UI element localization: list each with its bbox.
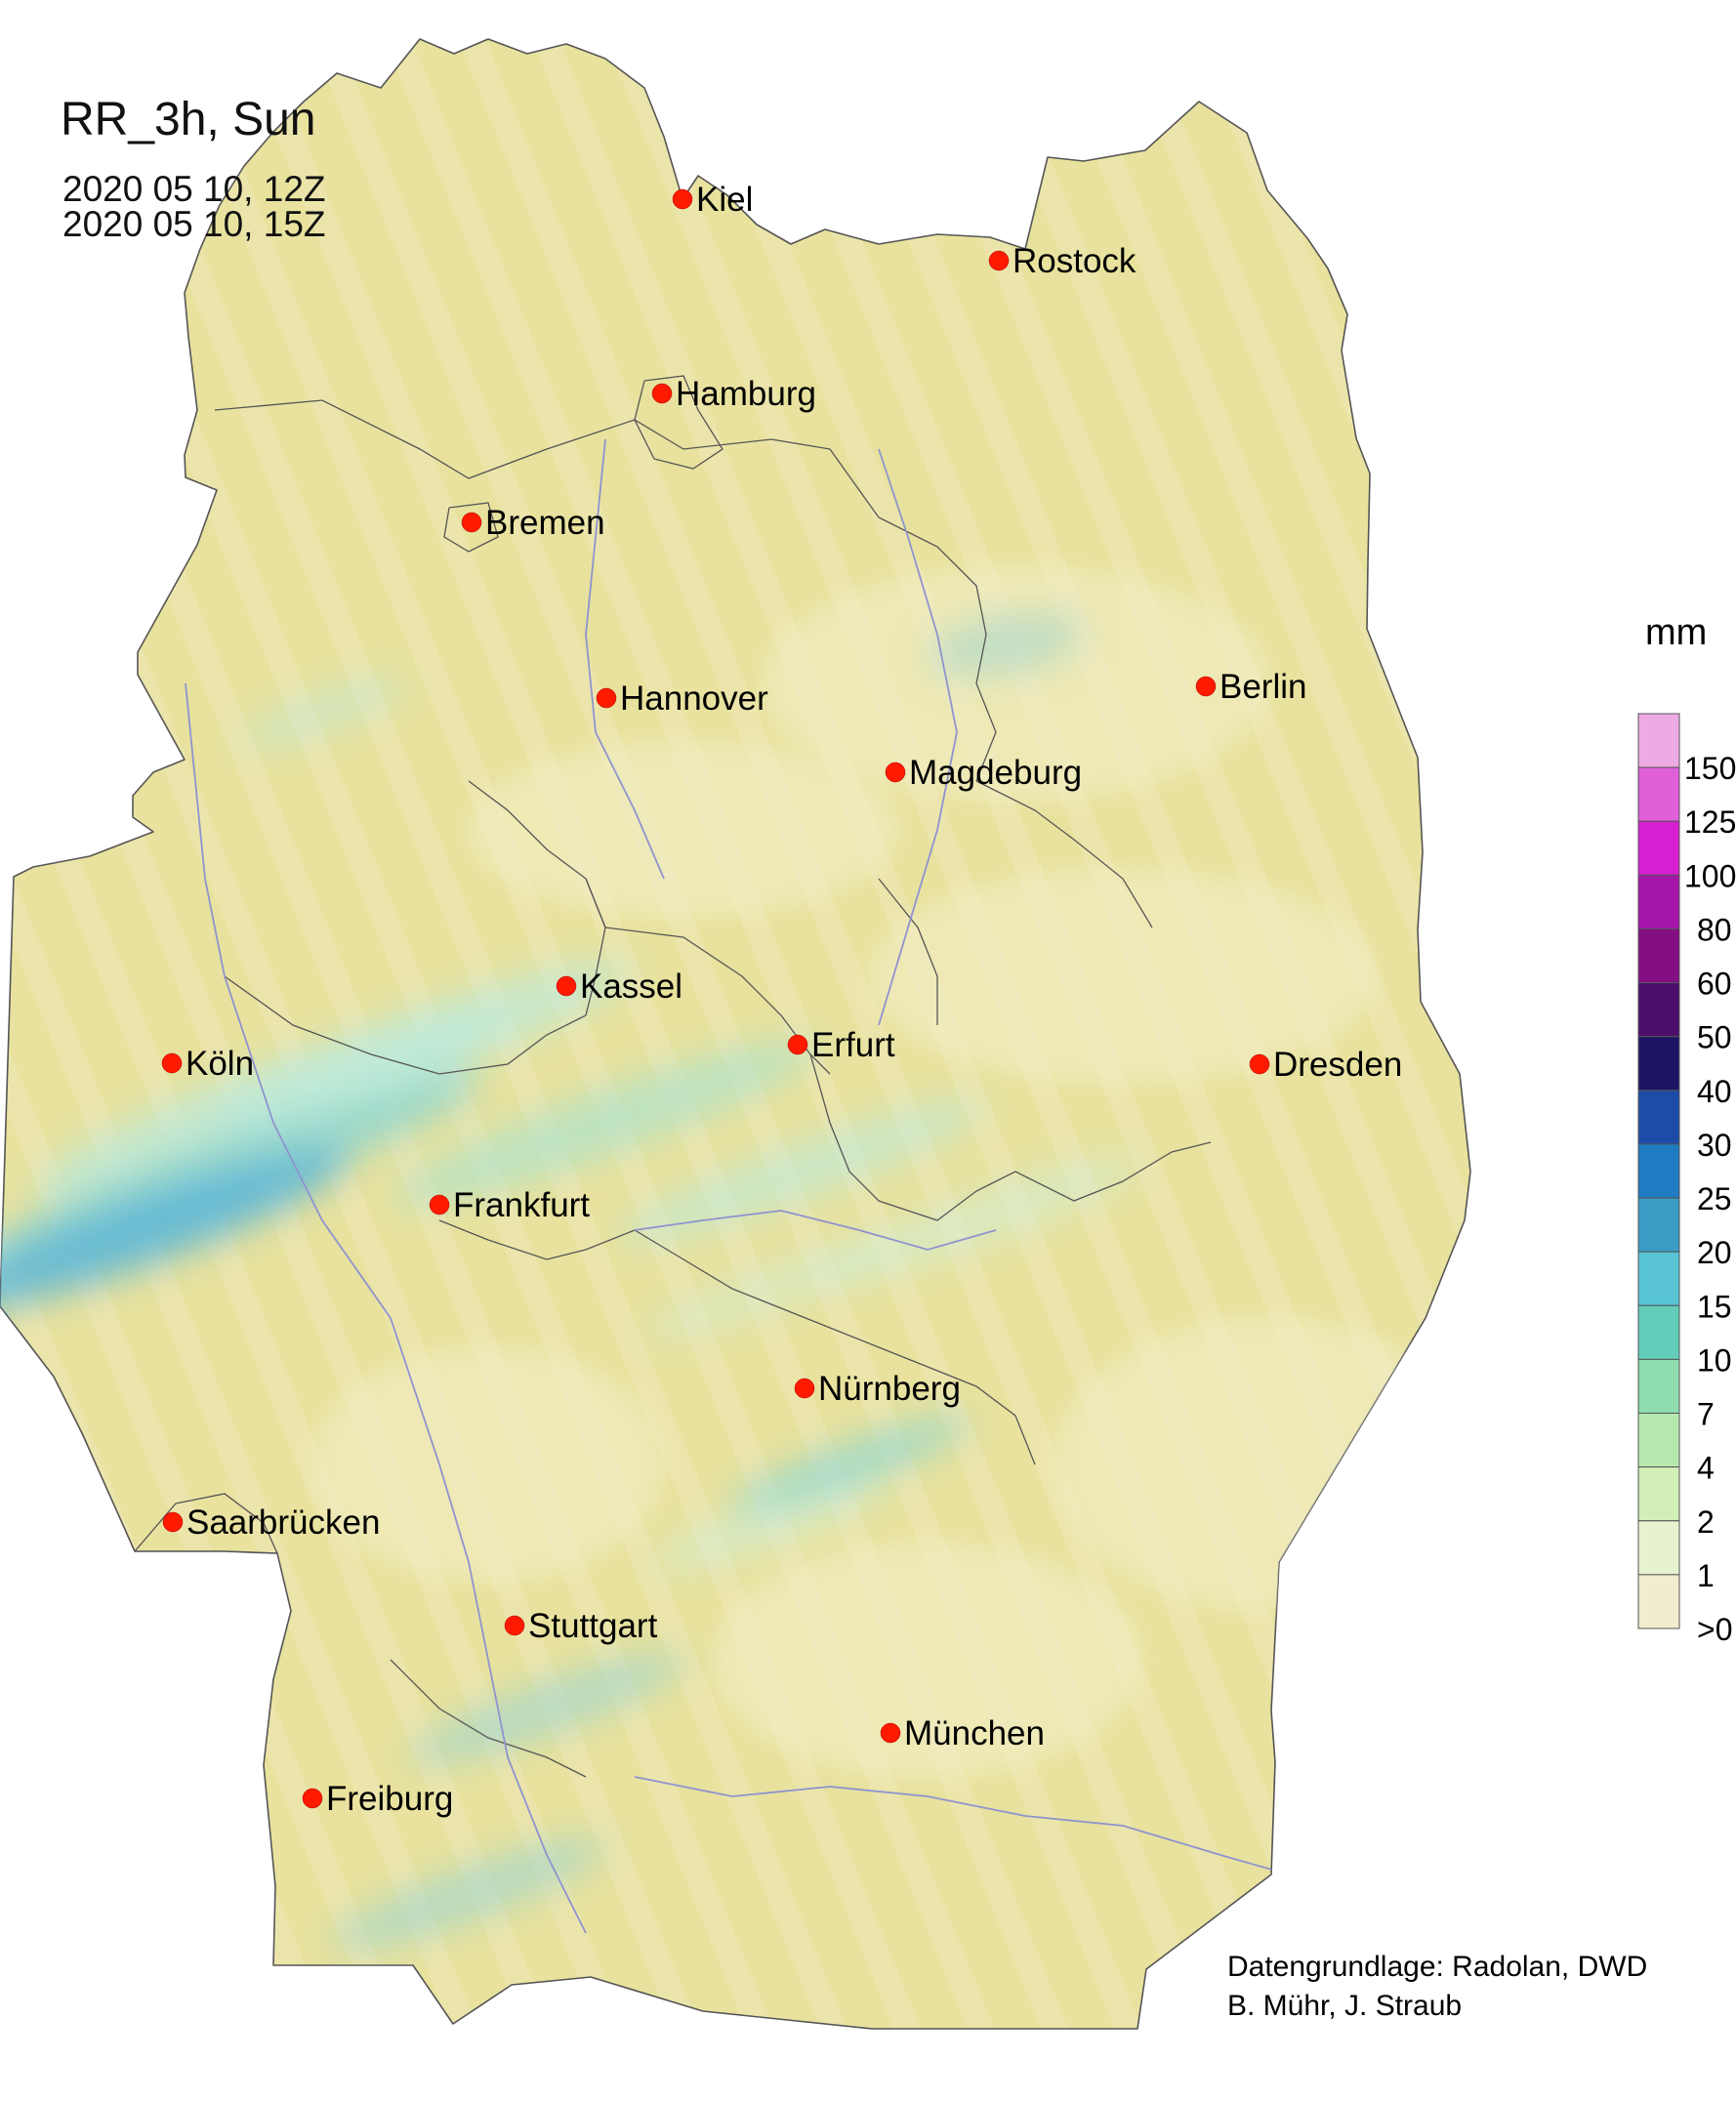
svg-text:Dresden: Dresden	[1273, 1046, 1402, 1084]
svg-text:Erfurt: Erfurt	[811, 1026, 895, 1064]
svg-text:Magdeburg: Magdeburg	[909, 754, 1082, 792]
svg-text:mm: mm	[1645, 612, 1707, 653]
svg-text:30: 30	[1697, 1128, 1732, 1163]
svg-text:4: 4	[1697, 1451, 1715, 1486]
svg-text:10: 10	[1697, 1342, 1732, 1378]
svg-text:80: 80	[1697, 913, 1732, 948]
svg-text:München: München	[904, 1714, 1045, 1752]
svg-text:Freiburg: Freiburg	[326, 1780, 453, 1818]
svg-text:2: 2	[1697, 1504, 1715, 1540]
svg-text:50: 50	[1697, 1020, 1732, 1055]
svg-text:150: 150	[1684, 751, 1736, 786]
svg-text:Hannover: Hannover	[620, 680, 768, 718]
svg-text:Hamburg: Hamburg	[676, 375, 816, 413]
svg-text:>0: >0	[1697, 1612, 1732, 1647]
svg-text:Nürnberg: Nürnberg	[818, 1370, 961, 1408]
svg-text:15: 15	[1697, 1289, 1732, 1324]
svg-text:Stuttgart: Stuttgart	[528, 1607, 658, 1645]
svg-text:40: 40	[1697, 1074, 1732, 1109]
svg-text:1: 1	[1697, 1558, 1715, 1593]
svg-text:Bremen: Bremen	[485, 504, 605, 542]
svg-text:25: 25	[1697, 1181, 1732, 1216]
svg-text:100: 100	[1684, 858, 1736, 893]
svg-text:60: 60	[1697, 967, 1732, 1002]
svg-text:125: 125	[1684, 804, 1736, 840]
svg-text:Frankfurt: Frankfurt	[453, 1186, 590, 1224]
svg-text:Kiel: Kiel	[696, 181, 753, 219]
svg-text:Köln: Köln	[186, 1045, 254, 1083]
svg-text:Berlin: Berlin	[1219, 668, 1306, 706]
svg-text:Kassel: Kassel	[580, 968, 682, 1006]
svg-text:Rostock: Rostock	[1013, 242, 1137, 280]
svg-text:Saarbrücken: Saarbrücken	[186, 1504, 380, 1542]
svg-text:20: 20	[1697, 1235, 1732, 1270]
svg-text:7: 7	[1697, 1397, 1715, 1432]
